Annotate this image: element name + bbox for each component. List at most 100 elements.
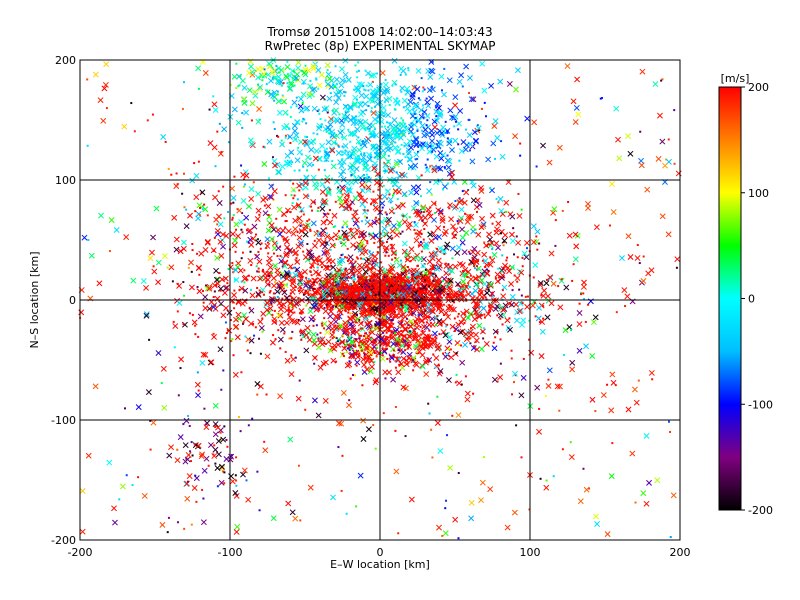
scatter-point-dot bbox=[250, 264, 253, 267]
scatter-point-x bbox=[396, 262, 403, 269]
scatter-point-x bbox=[390, 222, 397, 229]
scatter-point-x bbox=[464, 218, 471, 225]
scatter-point-x bbox=[423, 371, 430, 378]
scatter-point-x bbox=[324, 150, 331, 157]
scatter-point-x bbox=[362, 100, 369, 107]
scatter-point-dot bbox=[348, 399, 351, 402]
scatter-point-x bbox=[319, 189, 326, 195]
scatter-point-dot bbox=[267, 213, 270, 216]
scatter-point-dot bbox=[341, 226, 344, 229]
scatter-point-dot bbox=[425, 166, 428, 169]
scatter-point-dot bbox=[449, 348, 452, 351]
scatter-point-x bbox=[540, 142, 546, 149]
scatter-point-dot bbox=[467, 250, 470, 253]
scatter-point-dot bbox=[347, 151, 350, 154]
scatter-point-x bbox=[511, 509, 518, 516]
scatter-point-x bbox=[396, 220, 403, 227]
scatter-point-x bbox=[365, 184, 372, 191]
scatter-point-x bbox=[302, 254, 309, 261]
scatter-point-dot bbox=[516, 280, 519, 283]
scatter-point-x bbox=[247, 137, 254, 144]
scatter-point-x bbox=[438, 130, 445, 137]
scatter-point-x bbox=[307, 308, 314, 315]
scatter-point-dot bbox=[412, 108, 415, 111]
scatter-point-dot bbox=[257, 267, 260, 270]
scatter-point-dot bbox=[381, 295, 384, 298]
scatter-point-x bbox=[307, 484, 314, 491]
scatter-point-x bbox=[459, 270, 466, 277]
scatter-point-dot bbox=[521, 265, 524, 268]
scatter-point-x bbox=[639, 68, 646, 75]
scatter-point-x bbox=[310, 331, 317, 338]
scatter-point-dot bbox=[323, 213, 326, 216]
scatter-point-dot bbox=[481, 107, 484, 110]
scatter-point-dot bbox=[401, 230, 404, 233]
scatter-point-dot bbox=[376, 281, 379, 284]
scatter-point-dot bbox=[362, 153, 365, 156]
scatter-point-dot bbox=[289, 272, 292, 275]
scatter-point-dot bbox=[404, 93, 407, 96]
scatter-point-x bbox=[161, 253, 168, 259]
scatter-point-dot bbox=[323, 149, 326, 152]
scatter-point-x bbox=[466, 132, 473, 139]
scatter-point-dot bbox=[443, 225, 446, 228]
scatter-point-dot bbox=[245, 240, 248, 243]
scatter-point-x bbox=[467, 75, 473, 81]
scatter-point-x bbox=[548, 250, 555, 257]
scatter-point-dot bbox=[273, 127, 276, 130]
scatter-point-x bbox=[173, 236, 180, 243]
scatter-point-x bbox=[434, 100, 441, 107]
scatter-point-x bbox=[480, 328, 486, 335]
scatter-point-x bbox=[455, 244, 462, 251]
scatter-point-dot bbox=[208, 108, 211, 111]
scatter-point-x bbox=[398, 121, 405, 128]
scatter-point-dot bbox=[234, 228, 237, 231]
scatter-point-x bbox=[393, 468, 400, 475]
scatter-point-dot bbox=[146, 119, 149, 122]
scatter-point-dot bbox=[535, 165, 538, 168]
scatter-point-dot bbox=[430, 193, 433, 196]
scatter-point-x bbox=[640, 490, 647, 497]
scatter-point-dot bbox=[330, 285, 333, 288]
scatter-point-dot bbox=[356, 257, 359, 260]
scatter-point-dot bbox=[365, 84, 368, 87]
scatter-point-x bbox=[484, 289, 491, 296]
scatter-point-x bbox=[248, 140, 255, 147]
scatter-point-x bbox=[354, 155, 361, 162]
scatter-point-dot bbox=[241, 126, 244, 129]
scatter-point-dot bbox=[250, 288, 253, 291]
scatter-point-x bbox=[459, 239, 466, 246]
scatter-point-dot bbox=[374, 323, 377, 326]
scatter-point-x bbox=[564, 63, 571, 70]
scatter-point-dot bbox=[316, 333, 319, 336]
scatter-point-x bbox=[270, 275, 277, 282]
scatter-point-x bbox=[655, 155, 662, 162]
scatter-point-x bbox=[159, 521, 166, 528]
scatter-point-x bbox=[279, 163, 286, 170]
scatter-point-x bbox=[465, 213, 472, 220]
scatter-point-dot bbox=[423, 227, 426, 230]
scatter-point-dot bbox=[320, 125, 323, 128]
scatter-point-dot bbox=[332, 225, 335, 228]
scatter-point-dot bbox=[422, 336, 425, 339]
scatter-point-x bbox=[284, 244, 291, 251]
scatter-point-dot bbox=[446, 137, 449, 140]
scatter-point-dot bbox=[373, 105, 376, 108]
scatter-point-dot bbox=[358, 355, 361, 358]
scatter-point-x bbox=[196, 288, 203, 295]
scatter-point-x bbox=[520, 374, 527, 381]
scatter-point-x bbox=[308, 139, 315, 146]
scatter-point-x bbox=[226, 309, 233, 316]
scatter-point-x bbox=[292, 225, 299, 232]
scatter-point-dot bbox=[461, 269, 464, 272]
scatter-point-x bbox=[406, 156, 413, 163]
scatter-point-dot bbox=[289, 211, 292, 214]
scatter-point-dot bbox=[468, 263, 471, 266]
scatter-point-dot bbox=[499, 338, 502, 341]
scatter-point-x bbox=[419, 352, 426, 359]
scatter-point-x bbox=[214, 465, 221, 471]
scatter-point-dot bbox=[203, 203, 206, 206]
scatter-point-dot bbox=[427, 131, 430, 134]
scatter-point-dot bbox=[347, 128, 350, 131]
scatter-point-x bbox=[309, 87, 316, 93]
